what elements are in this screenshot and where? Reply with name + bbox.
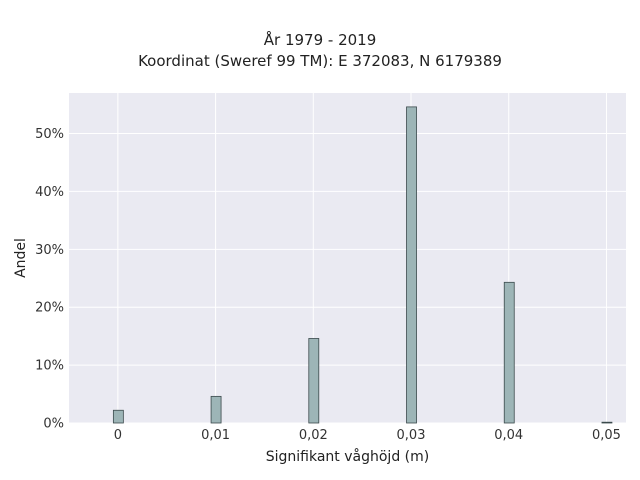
y-tick-label-5: 50% xyxy=(35,127,64,142)
bar-4 xyxy=(503,281,515,424)
chart-title-line2: Koordinat (Sweref 99 TM): E 372083, N 61… xyxy=(138,52,502,70)
bar-5 xyxy=(601,421,613,424)
x-axis-ticks: 0 0,01 0,02 0,03 0,04 0,05 xyxy=(114,428,621,443)
y-tick-label-1: 10% xyxy=(35,359,64,374)
x-tick-label-4: 0,04 xyxy=(494,428,523,443)
x-axis-label: Signifikant våghöjd (m) xyxy=(266,448,429,465)
bar-1 xyxy=(210,395,222,424)
y-axis-ticks: 0% 10% 20% 30% 40% 50% xyxy=(35,127,64,431)
plot-area xyxy=(69,93,626,423)
bar-2 xyxy=(308,338,320,424)
bars xyxy=(112,106,613,424)
y-tick-label-2: 20% xyxy=(35,301,64,316)
bar-3 xyxy=(406,106,417,424)
x-tick-label-0: 0 xyxy=(114,428,122,443)
y-axis-label: Andel xyxy=(13,238,29,278)
y-tick-label-0: 0% xyxy=(43,417,64,432)
y-tick-label-3: 30% xyxy=(35,243,64,258)
x-tick-label-2: 0,02 xyxy=(299,428,328,443)
x-tick-label-5: 0,05 xyxy=(592,428,621,443)
x-tick-label-1: 0,01 xyxy=(201,428,230,443)
x-tick-label-3: 0,03 xyxy=(397,428,426,443)
chart-title-line1: År 1979 - 2019 xyxy=(263,31,377,49)
y-tick-label-4: 40% xyxy=(35,185,64,200)
bar-0 xyxy=(112,409,124,424)
